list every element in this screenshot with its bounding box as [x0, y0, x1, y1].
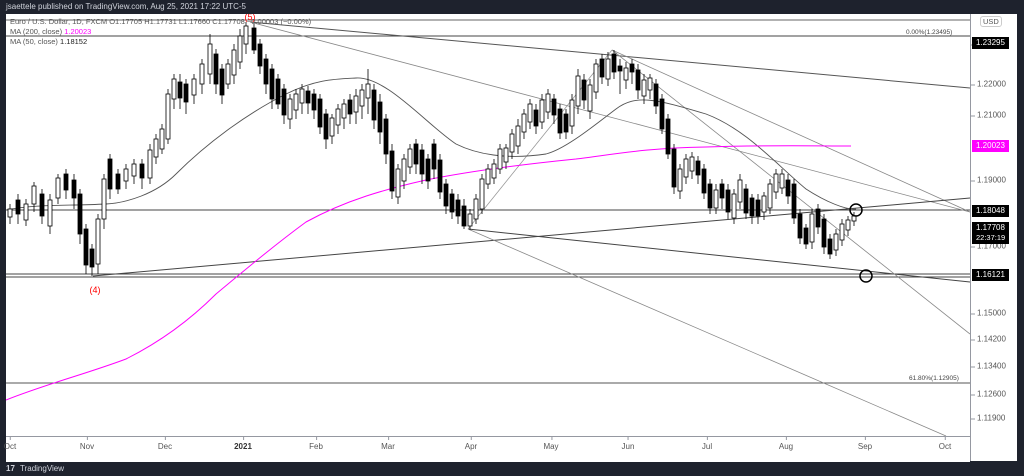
time-label: Nov	[79, 437, 95, 451]
channel-line-3	[611, 49, 970, 335]
time-label: Aug	[778, 437, 794, 451]
fib-0-label: 0.00%(1.23495)	[906, 29, 952, 36]
time-label: Oct	[3, 437, 17, 451]
brand-name[interactable]: TradingView	[19, 464, 65, 473]
legend-open: O1.17705	[109, 17, 143, 26]
legend-symbol: Euro / U.S. Dollar, 1D, FXCM	[10, 17, 108, 26]
publisher-bar: jsaettele published on TradingView.com, …	[0, 0, 1024, 14]
channel-line-1	[249, 21, 970, 213]
publisher-text: jsaettele published on TradingView.com, …	[6, 2, 247, 11]
legend-low: L1.17660	[178, 17, 211, 26]
time-axis[interactable]: Oct Nov Dec 2021 Feb Mar Apr May Jun Jul…	[3, 436, 970, 462]
legend-high: H1.17731	[144, 17, 177, 26]
footer-bar: 17 TradingView	[0, 461, 1024, 476]
price-tick: 1.12600	[971, 389, 1006, 399]
time-label: 2021	[234, 437, 252, 451]
price-badge-123295: 1.23295	[972, 37, 1009, 49]
currency-button[interactable]: USD	[980, 16, 1002, 27]
price-tick: 1.11900	[970, 413, 1006, 423]
chart-plot-area[interactable]: Euro / U.S. Dollar, 1D, FXCM O1.17705 H1…	[6, 14, 970, 436]
legend-change: −0.00003 (−0.00%)	[246, 17, 312, 26]
legend-close: C1.17708	[212, 17, 245, 26]
target-circle-lower	[859, 269, 873, 283]
chart-legend: Euro / U.S. Dollar, 1D, FXCM O1.17705 H1…	[10, 17, 311, 47]
price-tick: 1.14200	[971, 334, 1006, 344]
ma200-line	[6, 145, 852, 401]
wave-4-label: (4)	[90, 285, 101, 295]
price-tick: 1.13400	[971, 361, 1006, 371]
lower-trendline	[467, 228, 970, 283]
time-label: Jun	[621, 437, 635, 451]
price-badge-118048: 1.18048	[972, 205, 1009, 217]
wave-5-label: (5)	[245, 14, 256, 22]
time-label: Jul	[701, 437, 713, 451]
chart-frame: Euro / U.S. Dollar, 1D, FXCM O1.17705 H1…	[3, 14, 1017, 462]
price-tick: 1.17000	[971, 241, 1006, 251]
price-badge-ma200: 1.20023	[972, 140, 1009, 152]
price-tick: 1.15000	[971, 308, 1006, 318]
time-label: May	[543, 437, 559, 451]
last-price: 1.17708	[976, 223, 1005, 232]
price-badge-last: 1.17708 22:37:19	[972, 222, 1010, 244]
channel-line-lower	[467, 228, 947, 436]
trendline-upper	[249, 21, 970, 89]
time-label: Feb	[309, 437, 323, 451]
price-axis[interactable]: USD 1.23000 1.22000 1.21000 1.19000 1.17…	[970, 14, 1017, 461]
bar-countdown: 22:37:19	[976, 233, 1006, 242]
legend-symbol-row: Euro / U.S. Dollar, 1D, FXCM O1.17705 H1…	[10, 17, 311, 27]
legend-ma50-row[interactable]: MA (50, close) 1.18152	[10, 37, 311, 47]
candlesticks	[7, 22, 857, 276]
time-label: Oct	[938, 437, 952, 451]
support-trendline	[92, 197, 970, 277]
price-tick: 1.19000	[971, 175, 1006, 185]
tradingview-logo-icon: 17	[6, 464, 15, 473]
price-tick: 1.21000	[971, 110, 1006, 120]
legend-ma50-value: 1.18152	[60, 37, 88, 46]
legend-ma50-label: MA (50, close)	[10, 37, 58, 46]
trend-connector	[467, 49, 613, 230]
time-label: Apr	[464, 437, 478, 451]
legend-ma200-label: MA (200, close)	[10, 27, 63, 36]
time-label: Sep	[857, 437, 873, 451]
fib-618-label: 61.80%(1.12905)	[909, 375, 959, 382]
price-chart-svg: 0.00%(1.23495) 61.80%(1.12905)	[6, 14, 970, 436]
ma50-line	[6, 77, 857, 211]
time-label: Dec	[157, 437, 173, 451]
price-badge-116121: 1.16121	[972, 269, 1009, 281]
legend-ma200-value: 1.20023	[64, 27, 92, 36]
legend-ma200-row[interactable]: MA (200, close) 1.20023	[10, 27, 311, 37]
target-circle-upper	[849, 203, 863, 217]
price-tick: 1.22000	[971, 79, 1006, 89]
time-label: Mar	[381, 437, 395, 451]
channel-line-2	[611, 49, 970, 213]
